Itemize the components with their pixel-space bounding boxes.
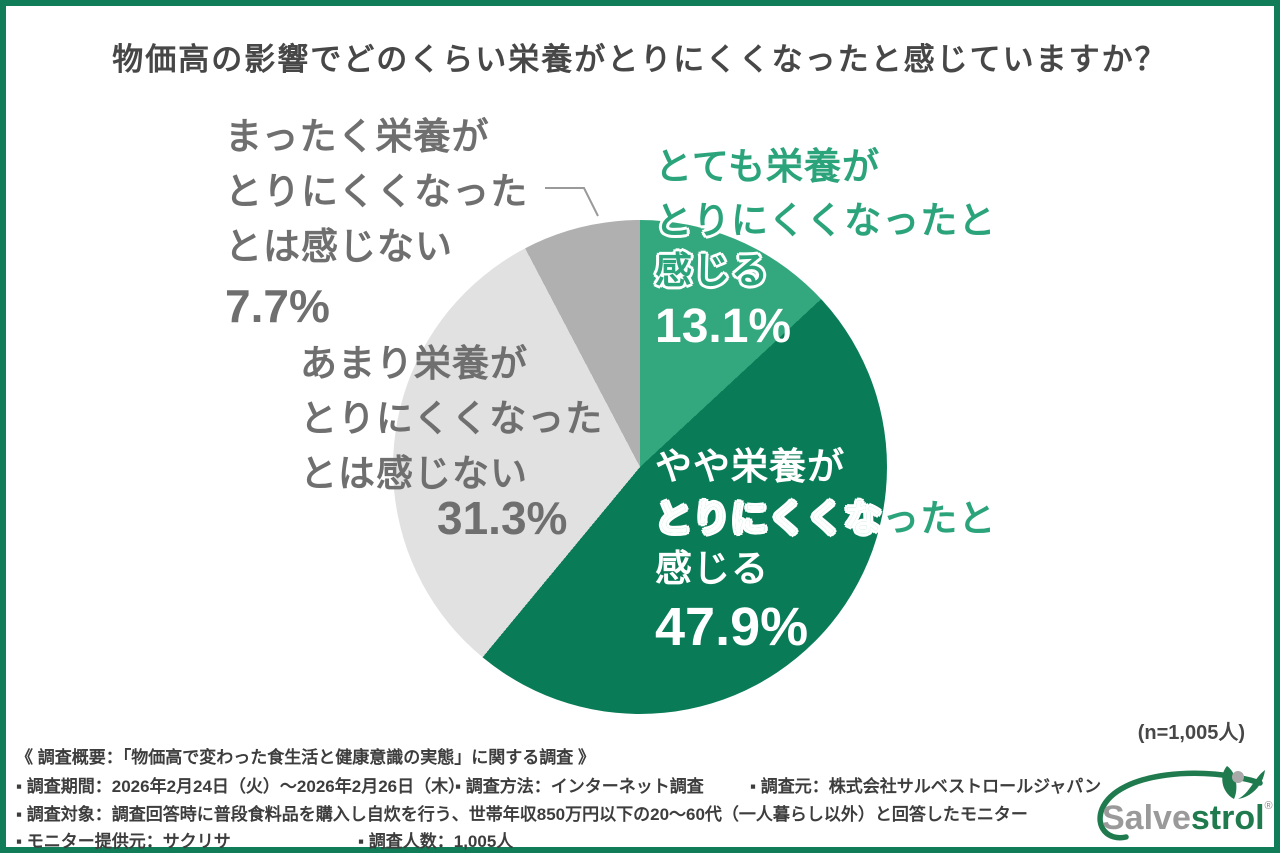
value-amari: 31.3% xyxy=(437,492,568,544)
logo-wordmark: Salvestrol® xyxy=(1102,799,1273,838)
logo-swoosh xyxy=(1097,770,1263,841)
label-amari-line1: あまり栄養が xyxy=(300,343,528,384)
label-mattaku-line3: とは感じない xyxy=(225,226,453,267)
logo-text-green: strol xyxy=(1190,799,1265,837)
label-totemo-line1: とても栄養が xyxy=(655,146,881,187)
label-yaya-line3: 感じる xyxy=(655,548,769,589)
logo-graphics xyxy=(1097,766,1265,841)
label-mattaku-line1: まったく栄養が xyxy=(225,116,490,157)
label-mattaku-line2: とりにくくなった xyxy=(225,171,529,212)
salvestrol-logo: Salvestrol® xyxy=(1088,763,1273,845)
footer-count: ▪ 調査人数：1,005人 xyxy=(358,832,514,851)
footer-summary: 《 調査概要：「物価高で変わった食生活と健康意識の実態」に関する調査 》 xyxy=(16,748,595,767)
registered-mark: ® xyxy=(1264,800,1273,812)
logo-leaf-right xyxy=(1238,770,1265,799)
footer-monitor: ▪ モニター提供元：サクリサ xyxy=(16,832,231,851)
label-totemo-line3: 感じる xyxy=(655,250,769,291)
footer-method: ▪ 調査方法：インターネット調査 xyxy=(455,777,704,796)
logo-head-dot xyxy=(1232,771,1244,783)
value-mattaku: 7.7% xyxy=(225,280,330,332)
footer-period: ▪ 調査期間：2026年2月24日（火）〜2026年2月26日（木） xyxy=(16,777,466,796)
label-yaya-line1: やや栄養が xyxy=(655,446,845,487)
label-totemo-line2: とりにくくなったと xyxy=(655,200,997,241)
logo-text-gray: Salve xyxy=(1102,799,1191,837)
sample-size-note: (n=1,005人) xyxy=(1137,722,1245,744)
page-title: 物価高の影響でどのくらい栄養がとりにくくなったと感じていますか？ xyxy=(112,42,1168,77)
logo-leaf-left xyxy=(1222,766,1237,799)
label-yaya-line2-outer: とりにくくなったと xyxy=(655,498,997,539)
label-amari-line2: とりにくくなった xyxy=(300,398,604,439)
pie-chart xyxy=(393,220,887,714)
value-totemo: 13.1% xyxy=(655,300,792,353)
label-amari-line3: とは感じない xyxy=(300,453,528,494)
footer-target: ▪ 調査対象：調査回答時に普段食料品を購入し自炊を行う、世帯年収850万円以下の… xyxy=(16,805,1028,824)
footer-source: ▪ 調査元：株式会社サルベストロールジャパン xyxy=(750,777,1102,796)
value-yaya: 47.9% xyxy=(655,597,809,657)
